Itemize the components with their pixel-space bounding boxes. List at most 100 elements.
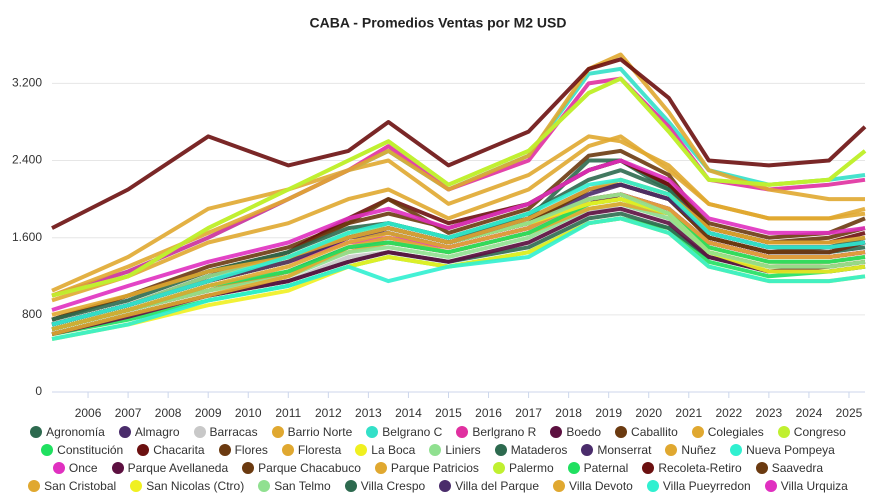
legend-marker	[764, 480, 777, 492]
legend-label: Once	[68, 461, 98, 475]
legend-item[interactable]: Paternal	[567, 460, 629, 476]
legend-marker	[777, 426, 790, 438]
legend-marker	[646, 480, 659, 492]
legend-label: San Cristobal	[44, 479, 117, 493]
y-tick-label: 3.200	[12, 76, 42, 90]
series-line	[51, 134, 866, 303]
chart: CABA - Promedios Ventas por M2 USD 0 800 1…	[12, 15, 867, 420]
legend-item[interactable]: Villa Devoto	[553, 478, 633, 494]
legend-label: Belgrano C	[382, 425, 443, 439]
legend-marker	[366, 426, 379, 438]
legend-label: Paternal	[583, 461, 629, 475]
legend-item[interactable]: Villa Crespo	[344, 478, 425, 494]
legend-item[interactable]: Parque Chacabuco	[242, 460, 361, 476]
series-line	[51, 57, 867, 230]
legend-item[interactable]: Belgrano C	[366, 424, 442, 440]
legend-item[interactable]: Villa del Parque	[439, 478, 539, 494]
legend-item[interactable]: San Nicolas (Ctro)	[130, 478, 244, 494]
legend-label: Nuñez	[681, 443, 717, 457]
legend-item[interactable]: San Telmo	[258, 478, 331, 494]
series-line	[51, 192, 866, 327]
legend-item[interactable]: Recoleta-Retiro	[642, 460, 742, 476]
legend-marker	[258, 480, 271, 492]
legend-label: Parque Patricios	[390, 461, 479, 475]
legend-item[interactable]: Barrio Norte	[271, 424, 352, 440]
legend-item[interactable]: Liniers	[429, 442, 481, 458]
legend-marker	[615, 426, 628, 438]
legend-label: La Boca	[371, 443, 416, 457]
legend-marker	[193, 426, 206, 438]
legend-marker	[730, 444, 743, 456]
legend-item[interactable]: Floresta	[281, 442, 341, 458]
x-tick-label: 2010	[235, 406, 262, 420]
legend-marker	[492, 462, 505, 474]
legend-item[interactable]: Congreso	[777, 424, 846, 440]
legend-item[interactable]: Caballito	[615, 424, 678, 440]
x-tick-label: 2023	[756, 406, 783, 420]
x-tick-label: 2013	[355, 406, 382, 420]
legend-item[interactable]: Palermo	[492, 460, 554, 476]
legend-item[interactable]: Saavedra	[755, 460, 823, 476]
legend-item[interactable]: Flores	[218, 442, 268, 458]
series-line	[51, 177, 866, 327]
legend-item[interactable]: Colegiales	[691, 424, 764, 440]
legend-marker	[30, 426, 43, 438]
legend-marker	[550, 426, 563, 438]
y-tick-label: 2.400	[12, 153, 42, 167]
chart-title: CABA - Promedios Ventas por M2 USD	[310, 15, 567, 31]
x-tick-label: 2016	[475, 406, 502, 420]
x-tick-label: 2009	[195, 406, 222, 420]
legend-item[interactable]: Monserrat	[581, 442, 651, 458]
legend-label: Villa Pueyrredon	[662, 479, 751, 493]
legend-item[interactable]: Almagro	[118, 424, 180, 440]
legend-item[interactable]: San Cristobal	[28, 478, 116, 494]
legend-marker	[755, 462, 768, 474]
legend: Agronomía Almagro Barracas Barrio Norte Belg…	[20, 424, 856, 494]
legend-label: Agronomía	[46, 425, 105, 439]
x-tick-label: 2018	[555, 406, 582, 420]
legend-item[interactable]: Boedo	[550, 424, 601, 440]
legend-item[interactable]: Parque Patricios	[374, 460, 479, 476]
legend-item[interactable]: La Boca	[355, 442, 415, 458]
legend-marker	[355, 444, 368, 456]
legend-label: Boedo	[566, 425, 602, 439]
legend-label: Colegiales	[707, 425, 764, 439]
legend-item[interactable]: Villa Urquiza	[764, 478, 848, 494]
legend-label: Villa del Parque	[455, 479, 540, 493]
legend-marker	[52, 462, 65, 474]
legend-item[interactable]: Once	[52, 460, 98, 476]
legend-marker	[567, 462, 580, 474]
legend-item[interactable]: Agronomía	[30, 424, 105, 440]
legend-item[interactable]: Nueva Pompeya	[730, 442, 835, 458]
legend-marker	[691, 426, 704, 438]
y-tick-label: 800	[22, 307, 42, 321]
legend-marker	[665, 444, 678, 456]
legend-marker	[242, 462, 255, 474]
legend-marker	[41, 444, 54, 456]
x-tick-label: 2020	[635, 406, 662, 420]
legend-marker	[344, 480, 357, 492]
legend-item[interactable]: Constitución	[41, 442, 123, 458]
legend-item[interactable]: Berlgrano R	[456, 424, 536, 440]
legend-marker	[642, 462, 655, 474]
legend-label: Chacarita	[153, 443, 205, 457]
legend-item[interactable]: Nuñez	[665, 442, 716, 458]
legend-item[interactable]: Villa Pueyrredon	[646, 478, 751, 494]
x-tick-label: 2021	[675, 406, 702, 420]
legend-label: Caballito	[631, 425, 678, 439]
series-line	[51, 192, 866, 332]
x-tick-label: 2012	[315, 406, 342, 420]
legend-marker	[456, 426, 469, 438]
legend-item[interactable]: Parque Avellaneda	[111, 460, 229, 476]
legend-label: Barracas	[209, 425, 258, 439]
legend-item[interactable]: Chacarita	[137, 442, 205, 458]
legend-label: Parque Avellaneda	[127, 461, 229, 475]
legend-marker	[118, 426, 131, 438]
legend-label: Villa Devoto	[569, 479, 633, 493]
legend-item[interactable]: Mataderos	[494, 442, 567, 458]
legend-marker	[111, 462, 124, 474]
legend-item[interactable]: Barracas	[193, 424, 258, 440]
x-tick-label: 2011	[275, 406, 301, 420]
y-tick-label: 1.600	[12, 230, 42, 244]
